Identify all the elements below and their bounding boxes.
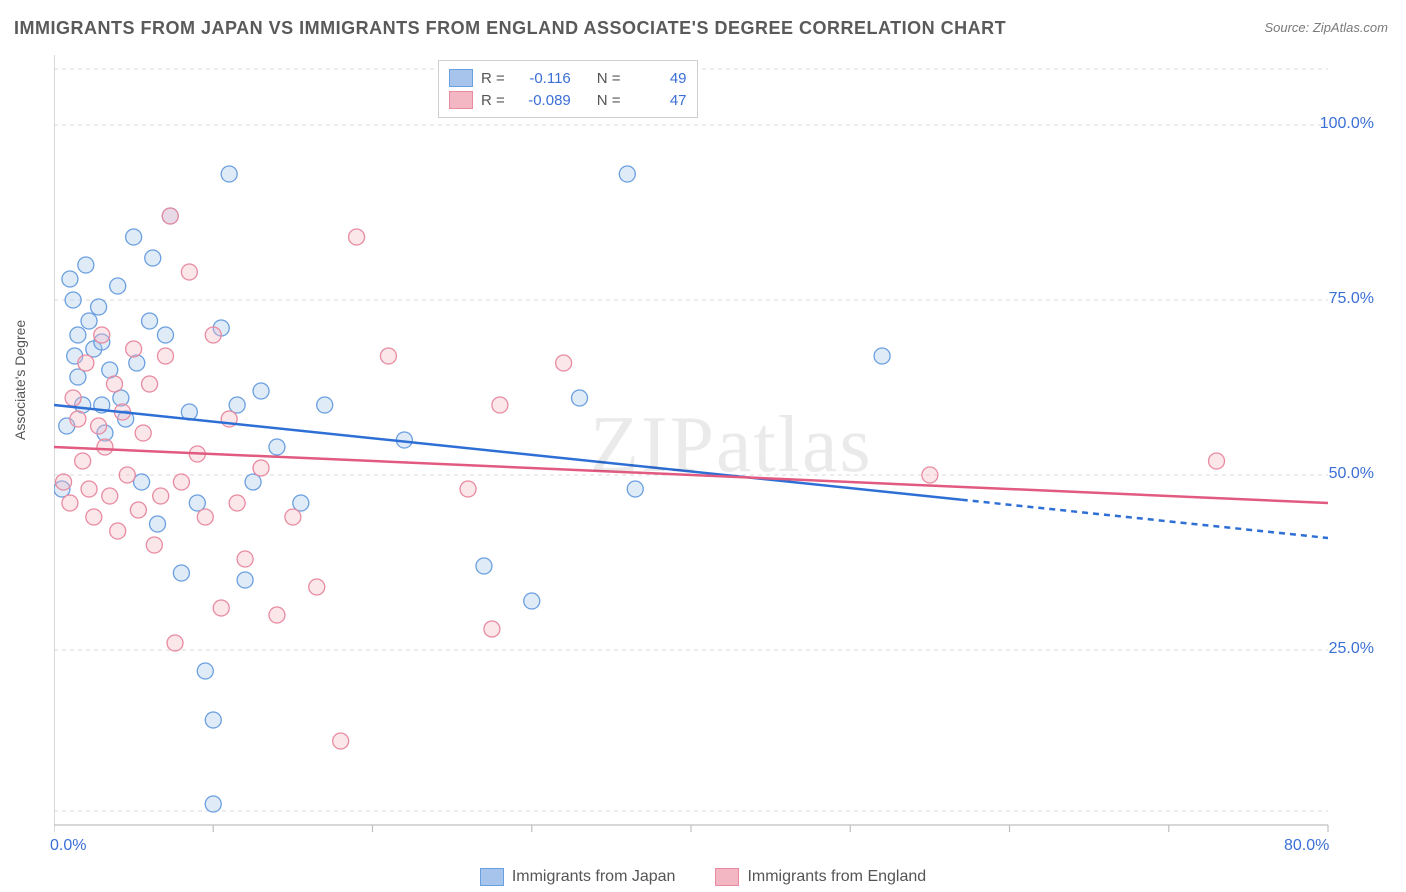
- chart-area: 25.0%50.0%75.0%100.0%0.0%80.0%: [54, 55, 1384, 835]
- legend-item-japan: Immigrants from Japan: [480, 868, 676, 886]
- legend-stats-row: R = -0.116 N = 49: [449, 67, 687, 89]
- legend-label: Immigrants from Japan: [512, 868, 676, 886]
- r-label: R =: [481, 70, 505, 87]
- legend-series: Immigrants from Japan Immigrants from En…: [0, 868, 1406, 886]
- n-value-england: 47: [629, 92, 687, 109]
- y-axis-label: Associate's Degree: [12, 320, 28, 440]
- legend-item-england: Immigrants from England: [715, 868, 926, 886]
- chart-title: IMMIGRANTS FROM JAPAN VS IMMIGRANTS FROM…: [14, 18, 1006, 39]
- y-tick-label: 75.0%: [1329, 290, 1374, 308]
- n-label: N =: [597, 92, 621, 109]
- r-value-england: -0.089: [513, 92, 571, 109]
- x-tick-label: 80.0%: [1284, 837, 1329, 855]
- swatch-england: [715, 868, 739, 886]
- n-value-japan: 49: [629, 70, 687, 87]
- y-tick-label: 25.0%: [1329, 640, 1374, 658]
- legend-stats: R = -0.116 N = 49 R = -0.089 N = 47: [438, 60, 698, 118]
- swatch-japan: [480, 868, 504, 886]
- r-label: R =: [481, 92, 505, 109]
- n-label: N =: [597, 70, 621, 87]
- r-value-japan: -0.116: [513, 70, 571, 87]
- legend-label: Immigrants from England: [747, 868, 926, 886]
- y-tick-label: 100.0%: [1320, 115, 1374, 133]
- source-site: ZipAtlas.com: [1313, 20, 1388, 35]
- scatter-chart: [54, 55, 1384, 835]
- swatch-england: [449, 91, 473, 109]
- y-tick-label: 50.0%: [1329, 465, 1374, 483]
- source-attribution: Source: ZipAtlas.com: [1264, 20, 1388, 35]
- swatch-japan: [449, 69, 473, 87]
- legend-stats-row: R = -0.089 N = 47: [449, 89, 687, 111]
- source-label: Source:: [1264, 20, 1312, 35]
- x-tick-label: 0.0%: [50, 837, 86, 855]
